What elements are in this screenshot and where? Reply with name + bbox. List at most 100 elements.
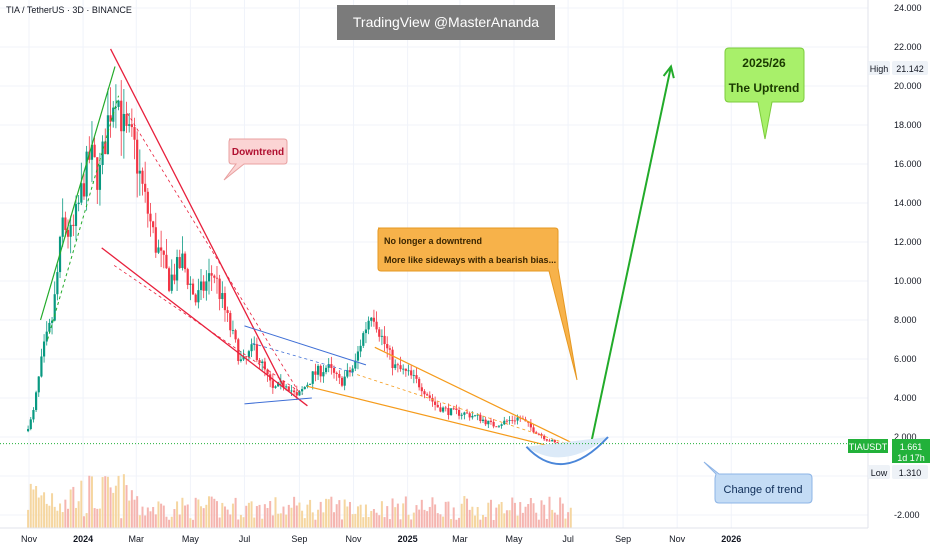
- volume-bar: [32, 489, 35, 528]
- volume-bar: [306, 504, 309, 528]
- candle-body: [404, 368, 407, 371]
- candle-body: [253, 344, 256, 345]
- price-tick-label: 18.000: [894, 120, 922, 130]
- volume-bar: [218, 517, 221, 528]
- volume-bar: [114, 485, 117, 528]
- candle-body: [468, 413, 471, 418]
- candle-body: [375, 321, 378, 330]
- candle-body: [551, 440, 554, 442]
- candle-body: [324, 367, 328, 373]
- volume-bar: [511, 497, 514, 528]
- volume-bar: [317, 509, 320, 528]
- candle-body: [189, 283, 192, 285]
- volume-bar: [402, 503, 405, 528]
- candle-body: [149, 213, 152, 222]
- current-price: 1.661: [900, 442, 923, 452]
- volume-bar: [370, 510, 373, 528]
- candle-body: [109, 115, 112, 122]
- time-tick-label: Jul: [562, 534, 574, 544]
- candle-body: [367, 320, 370, 330]
- candle-body: [69, 224, 72, 237]
- volume-bar: [202, 508, 205, 528]
- candle-body: [85, 151, 88, 197]
- volume-bar: [237, 519, 240, 528]
- volume-bar: [178, 514, 181, 528]
- candle-body: [114, 106, 117, 108]
- volume-bar: [173, 509, 176, 528]
- candle-body: [277, 382, 280, 387]
- candle-body: [346, 370, 349, 377]
- volume-bar: [125, 485, 128, 528]
- volume-bar: [396, 503, 399, 528]
- volume-bar: [354, 513, 357, 528]
- candle-body: [335, 372, 338, 374]
- candle-body: [316, 365, 320, 375]
- axis-labels: 24.000 22.000 20.000 18.000 16.000 14.000 12.0…: [21, 3, 922, 544]
- volume-bar: [505, 510, 508, 528]
- volume-bar: [69, 489, 72, 528]
- volume-bar: [378, 515, 381, 528]
- candle-body: [183, 253, 187, 270]
- volume-bar: [516, 515, 519, 528]
- volume-bar: [136, 496, 139, 528]
- candle-body: [287, 386, 290, 392]
- volume-bar: [314, 519, 317, 528]
- volume-bar: [322, 512, 325, 528]
- candle-body: [460, 414, 463, 416]
- volume-bar: [189, 518, 192, 528]
- volume-bar: [271, 515, 274, 528]
- trend-drawings[interactable]: [39, 48, 675, 466]
- candle-body: [178, 257, 181, 269]
- candle-body: [330, 364, 333, 369]
- price-tick-label: 8.000: [894, 315, 917, 325]
- volume-bar: [388, 519, 391, 528]
- candle-body: [210, 273, 213, 276]
- time-tick-label: 2025: [398, 534, 418, 544]
- candle-body: [186, 269, 189, 285]
- volume-bar: [436, 513, 439, 528]
- current-price-badge: [892, 439, 930, 463]
- volume-bar: [543, 504, 546, 528]
- volume-bar: [213, 498, 216, 528]
- volume-bar: [242, 517, 245, 528]
- candle-body: [532, 427, 535, 433]
- candle-body: [229, 313, 232, 331]
- candle-body: [388, 348, 391, 350]
- volume-bar: [74, 507, 77, 528]
- grid-lines: [0, 0, 868, 528]
- volume-bar: [120, 518, 123, 528]
- orange-mid-dash: [356, 374, 577, 448]
- green-channel-mid: [47, 95, 120, 340]
- candle-body: [396, 364, 399, 366]
- candle-body: [160, 247, 163, 251]
- volume-bar: [460, 503, 463, 528]
- volume-bar: [261, 518, 264, 528]
- candle-body: [48, 322, 51, 332]
- volume-bar: [362, 517, 365, 528]
- high-value-badge: [892, 61, 928, 75]
- candle-body: [455, 408, 458, 410]
- price-tick-label: -2.000: [894, 510, 920, 520]
- candle-body: [356, 351, 360, 361]
- candle-body: [37, 376, 40, 393]
- candle-body: [45, 331, 48, 342]
- volume-bar: [548, 496, 551, 528]
- candle-body: [383, 335, 386, 345]
- change-of-trend-label: Change of trend: [724, 484, 803, 496]
- volume-bar: [269, 501, 272, 528]
- candle-body: [362, 333, 365, 346]
- volume-bar: [56, 510, 59, 528]
- candle-body: [298, 391, 301, 396]
- volume-bar: [452, 507, 455, 528]
- price-tick-label: 24.000: [894, 3, 922, 13]
- candle-body: [152, 221, 155, 228]
- volume-bar: [303, 518, 306, 528]
- time-tick-label: Jul: [239, 534, 251, 544]
- volume-bar: [567, 512, 570, 528]
- price-tick-label: 2.000: [894, 432, 917, 442]
- volume-bar: [101, 477, 104, 528]
- candle-body: [205, 281, 208, 291]
- volume-bar: [277, 513, 280, 528]
- red-wedge-lower-dash: [113, 265, 304, 395]
